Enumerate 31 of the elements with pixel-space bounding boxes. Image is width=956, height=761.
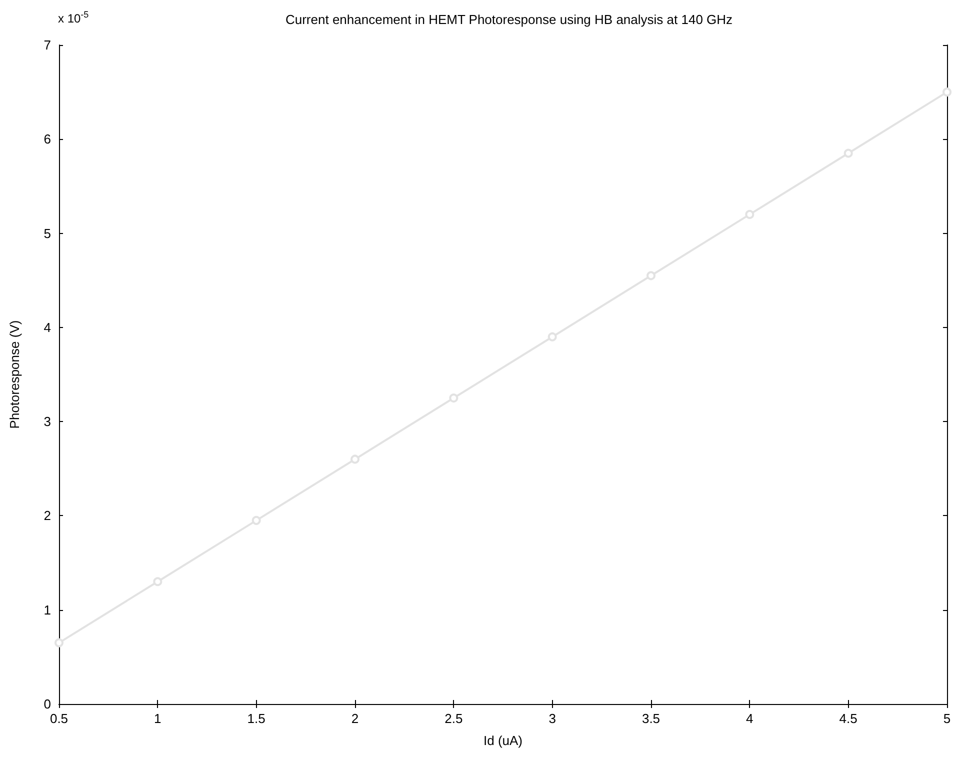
x-tick-label: 5: [943, 711, 951, 726]
x-tick-label: 2: [351, 711, 359, 726]
y-tick-label: 6: [44, 132, 51, 147]
x-axis-title: Id (uA): [483, 733, 523, 748]
point: [350, 454, 360, 464]
point: [942, 88, 952, 97]
y-tick-label: 0: [44, 696, 51, 712]
x-tick-label: 2.5: [444, 711, 463, 726]
point: [548, 332, 557, 342]
x-tick-label: 3: [548, 711, 556, 726]
x-tick-label: 4.5: [839, 711, 858, 726]
point: [646, 271, 656, 280]
point: [153, 577, 162, 586]
y-tick-label: 3: [44, 414, 51, 430]
point: [449, 394, 458, 403]
point: [844, 148, 853, 158]
x-tick-label: 1.5: [247, 711, 266, 726]
x-tick-label: 3.5: [642, 711, 660, 726]
x-tick-label: 4: [746, 711, 754, 726]
chart-title: Current enhancement in HEMT Photoresponse using HB analysis at 140 GHz: [285, 12, 733, 27]
point: [54, 638, 64, 648]
y-tick-label: 2: [44, 508, 51, 524]
y-tick-label: 7: [44, 38, 51, 52]
point: [252, 516, 261, 525]
point: [745, 210, 754, 219]
y-axis-title: Photoresponse (V): [7, 320, 22, 429]
x-tick-label: 1: [154, 711, 162, 726]
y-tick-label: 4: [44, 320, 51, 335]
x-tick-label: 0.5: [50, 711, 68, 726]
y-tick-label: 1: [44, 602, 51, 618]
y-tick-label: 5: [44, 226, 51, 241]
